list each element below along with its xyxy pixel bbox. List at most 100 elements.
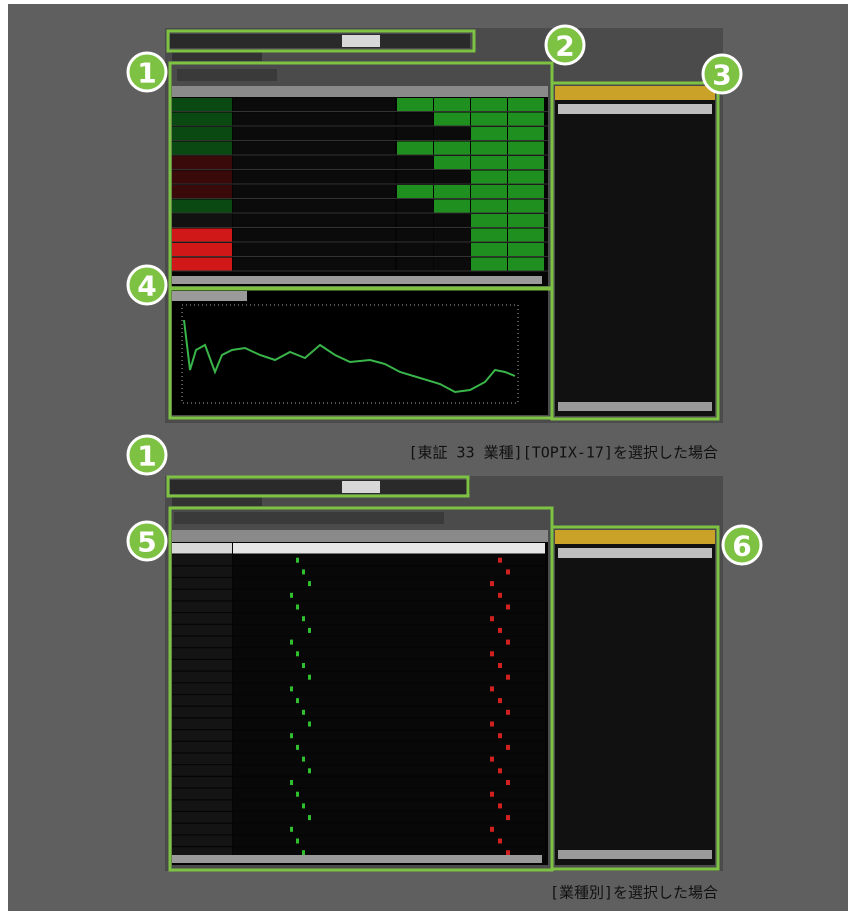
callout-circle bbox=[721, 524, 763, 566]
down-mark bbox=[490, 791, 494, 797]
count-cell bbox=[397, 112, 433, 126]
row-cells bbox=[233, 543, 545, 554]
count-cell bbox=[508, 156, 544, 169]
callout-number: 2 bbox=[555, 30, 574, 63]
count-cell bbox=[434, 214, 470, 227]
down-mark bbox=[498, 803, 502, 809]
highlight-tabs bbox=[166, 475, 470, 498]
count-cell bbox=[434, 199, 470, 213]
up-mark bbox=[302, 663, 305, 668]
row-cells bbox=[233, 228, 395, 242]
row-name-cell bbox=[172, 718, 232, 729]
up-mark bbox=[296, 744, 299, 750]
count-cell bbox=[434, 98, 470, 111]
row-cells bbox=[233, 788, 545, 800]
down-mark bbox=[490, 651, 494, 657]
active-tab bbox=[342, 35, 380, 47]
count-cell bbox=[508, 170, 544, 184]
row-cells bbox=[233, 141, 395, 155]
row-cells bbox=[233, 695, 545, 706]
row-cells bbox=[233, 257, 395, 271]
scrollbar bbox=[172, 855, 542, 863]
callout-circle bbox=[544, 24, 586, 66]
count-cell bbox=[508, 199, 544, 213]
row-cells bbox=[233, 566, 545, 577]
count-cell bbox=[397, 228, 433, 242]
sub-tabs bbox=[172, 497, 262, 506]
count-cell bbox=[508, 243, 544, 256]
callout-number: 6 bbox=[732, 530, 751, 563]
row-cells bbox=[233, 170, 395, 184]
row-name-cell bbox=[172, 185, 232, 198]
count-cell bbox=[471, 127, 507, 140]
down-mark bbox=[490, 721, 494, 727]
callout-circle bbox=[126, 264, 168, 306]
row-cells bbox=[233, 753, 545, 765]
row-cells bbox=[233, 835, 545, 846]
ranking-panel bbox=[555, 86, 715, 416]
toolbar-tabs bbox=[170, 34, 470, 48]
up-mark bbox=[296, 651, 299, 657]
row-cells bbox=[233, 554, 545, 566]
row-name-cell bbox=[172, 257, 232, 271]
up-mark bbox=[308, 721, 311, 727]
highlights-top bbox=[166, 29, 720, 421]
row-name-cell bbox=[172, 765, 232, 776]
count-cell bbox=[397, 127, 433, 140]
row-cells bbox=[233, 648, 545, 659]
down-mark bbox=[506, 569, 510, 575]
up-mark bbox=[302, 709, 305, 715]
row-name-cell bbox=[172, 112, 232, 126]
count-cell bbox=[397, 185, 433, 198]
row-name-cell bbox=[172, 660, 232, 671]
up-mark bbox=[296, 791, 299, 797]
row-name-cell bbox=[172, 543, 232, 554]
row-cells bbox=[233, 741, 545, 753]
caption: [東証 33 業種][TOPIX-17]を選択した場合 bbox=[409, 444, 719, 462]
row-name-cell bbox=[172, 812, 232, 823]
count-cell bbox=[471, 243, 507, 256]
count-cell bbox=[397, 199, 433, 213]
row-cells bbox=[233, 683, 545, 694]
count-cell bbox=[434, 156, 470, 169]
count-cell bbox=[471, 214, 507, 227]
count-cell bbox=[471, 199, 507, 213]
row-cells bbox=[233, 601, 545, 612]
down-mark bbox=[498, 768, 502, 774]
row-name-cell bbox=[172, 156, 232, 169]
sub-tabs bbox=[172, 52, 262, 61]
down-mark bbox=[490, 826, 494, 832]
highlight-ranking bbox=[550, 81, 720, 421]
count-cell bbox=[397, 243, 433, 256]
row-cells bbox=[233, 613, 545, 624]
up-mark bbox=[308, 768, 311, 774]
row-name-cell bbox=[172, 624, 232, 636]
count-cell bbox=[508, 228, 544, 242]
row-name-cell bbox=[172, 800, 232, 811]
count-cell bbox=[508, 214, 544, 227]
row-name-cell bbox=[172, 753, 232, 765]
row-cells bbox=[233, 718, 545, 729]
count-cell bbox=[471, 156, 507, 169]
row-name-cell bbox=[172, 199, 232, 213]
row-name-cell bbox=[172, 228, 232, 242]
row-name-cell bbox=[172, 636, 232, 648]
count-cell bbox=[471, 112, 507, 126]
ranking-tabs bbox=[555, 530, 715, 544]
row-name-cell bbox=[172, 730, 232, 741]
scrollbar bbox=[172, 276, 542, 284]
count-cell bbox=[397, 98, 433, 111]
highlight-chart bbox=[168, 286, 554, 420]
count-cell bbox=[434, 112, 470, 126]
up-mark bbox=[290, 733, 293, 739]
callout-circle bbox=[126, 520, 168, 562]
ranking-scrollbar bbox=[558, 402, 712, 411]
up-mark bbox=[302, 850, 305, 856]
row-name-cell bbox=[172, 741, 232, 753]
callout-number: 4 bbox=[137, 270, 156, 303]
row-name-cell bbox=[172, 601, 232, 612]
down-mark bbox=[506, 604, 510, 610]
down-mark bbox=[498, 733, 502, 739]
count-cell bbox=[471, 141, 507, 155]
